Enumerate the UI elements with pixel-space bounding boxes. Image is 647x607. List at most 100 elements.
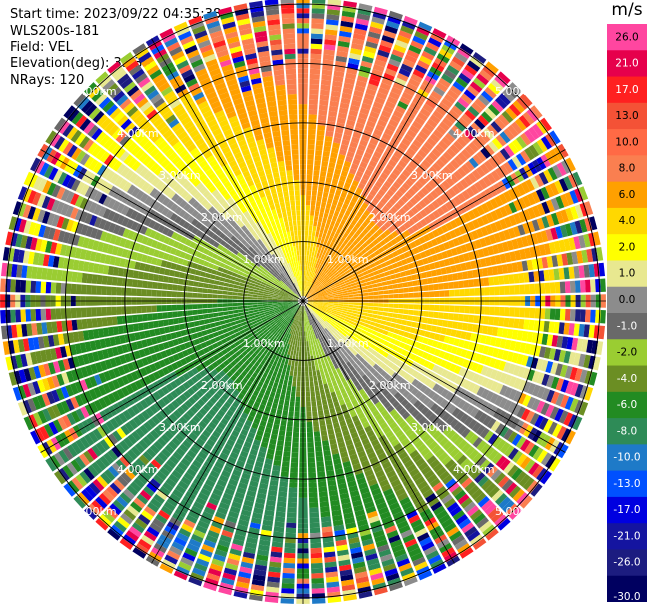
range-gate (358, 296, 364, 300)
range-gate (278, 491, 288, 498)
range-gate (453, 365, 462, 375)
range-gate (598, 262, 605, 277)
range-gate (516, 96, 529, 110)
range-gate (335, 127, 344, 134)
range-gate (305, 286, 308, 292)
range-gate (450, 247, 458, 256)
range-gate (503, 274, 510, 285)
range-gate (276, 506, 286, 513)
range-gate (327, 0, 342, 6)
range-gate (347, 264, 353, 270)
range-gate (320, 84, 331, 91)
range-gate (447, 239, 456, 249)
range-gate (479, 237, 487, 248)
range-gate (330, 204, 337, 211)
range-gate (277, 383, 283, 390)
range-gate (304, 341, 307, 347)
range-gate (347, 274, 353, 280)
range-gate (283, 446, 291, 452)
range-gate (274, 393, 281, 400)
range-gate (440, 224, 449, 233)
range-gate (382, 244, 389, 251)
range-gate (495, 96, 508, 109)
range-gate (494, 117, 506, 130)
range-gate (309, 99, 318, 105)
range-gate (407, 315, 414, 321)
range-gate (369, 26, 383, 35)
instrument-label: WLS200s-181 (10, 24, 100, 39)
range-gate (593, 356, 601, 371)
range-gate (531, 398, 541, 411)
range-gate (375, 242, 382, 250)
range-gate (340, 242, 346, 249)
range-gate (424, 249, 432, 257)
range-gate (350, 282, 357, 287)
range-gate (453, 140, 464, 151)
range-gate (336, 117, 346, 124)
range-gate (487, 346, 495, 357)
range-gate (414, 238, 422, 247)
range-gate (333, 173, 340, 180)
range-gate (346, 286, 353, 291)
range-gate (481, 214, 490, 225)
range-gate (531, 258, 539, 270)
range-gate (441, 343, 449, 351)
range-gate (277, 435, 285, 442)
range-gate (303, 285, 305, 291)
range-gate (349, 141, 358, 149)
range-gate (464, 305, 470, 314)
range-gate (482, 247, 490, 257)
range-gate (315, 145, 323, 151)
range-gate (356, 117, 367, 125)
range-gate (430, 325, 437, 333)
range-gate (312, 303, 318, 306)
range-gate (449, 85, 462, 96)
range-gate (583, 354, 591, 369)
range-gate (289, 406, 295, 412)
range-gate (349, 280, 356, 284)
range-gate (311, 235, 315, 242)
range-gate (319, 368, 325, 375)
range-gate (389, 257, 397, 264)
range-gate (311, 291, 316, 296)
range-gate (519, 342, 527, 354)
range-gate (489, 369, 498, 380)
range-gate (335, 273, 341, 278)
range-gate (438, 334, 446, 342)
range-gate (282, 456, 291, 462)
range-gate (571, 251, 579, 265)
range-gate (559, 308, 566, 321)
range-gate (309, 282, 313, 288)
range-gate (428, 37, 442, 48)
range-gate (401, 276, 408, 283)
range-gate (409, 327, 416, 334)
range-gate (286, 522, 297, 529)
range-gate (411, 224, 419, 232)
range-gate (355, 258, 362, 264)
range-gate (353, 305, 359, 308)
range-gate (461, 163, 471, 175)
range-gate (489, 198, 499, 209)
range-gate (455, 330, 462, 339)
range-gate (421, 159, 432, 169)
range-gate (459, 178, 469, 189)
range-gate (373, 295, 379, 299)
range-gate (369, 228, 376, 235)
range-gate (344, 77, 356, 85)
range-gate (348, 57, 360, 66)
range-gate (318, 491, 328, 498)
range-gate (337, 153, 346, 161)
range-gate (485, 367, 494, 378)
range-gate (554, 180, 564, 194)
range-gate (311, 267, 315, 273)
radial-velocity-field (0, 0, 606, 604)
range-gate (555, 363, 563, 376)
range-gate (355, 229, 362, 236)
range-gate (325, 202, 332, 209)
range-gate (340, 207, 347, 215)
range-gate (403, 343, 411, 351)
range-gate (496, 349, 505, 359)
range-gate (375, 319, 382, 324)
range-gate (312, 411, 318, 417)
range-gate (561, 159, 572, 174)
